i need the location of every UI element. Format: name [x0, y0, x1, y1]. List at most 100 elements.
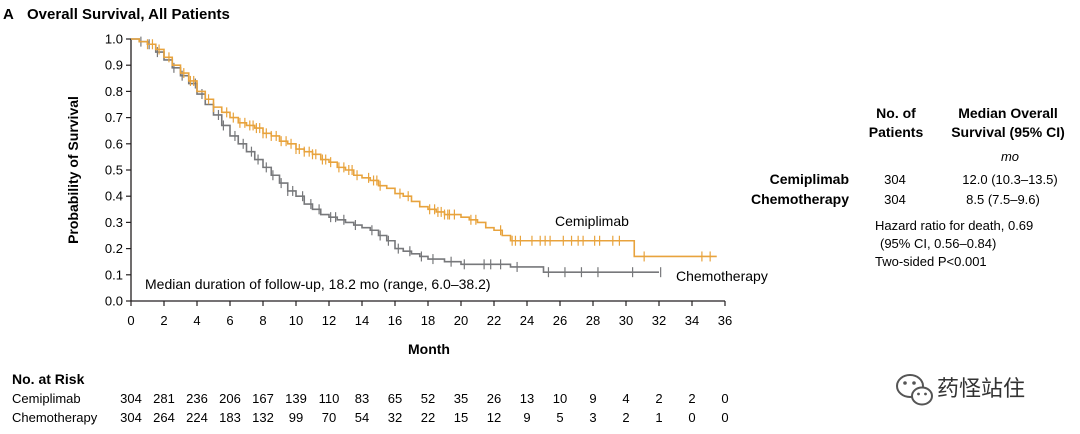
- x-tick-label: 16: [388, 313, 402, 328]
- follow-up-note: Median duration of follow-up, 18.2 mo (r…: [145, 276, 491, 292]
- summary-patients-cell: 304: [884, 192, 906, 207]
- risk-value: 35: [454, 391, 468, 406]
- y-tick-label: 0.8: [105, 84, 123, 99]
- risk-value: 5: [556, 410, 563, 425]
- y-tick-label: 0.6: [105, 136, 123, 151]
- summary-header-median-2: Survival (95% CI): [951, 124, 1065, 140]
- hazard-ci-line: (95% CI, 0.56–0.84): [880, 236, 996, 251]
- survival-curves: [131, 36, 717, 278]
- y-tick-label: 0.9: [105, 58, 123, 73]
- risk-value: 15: [454, 410, 468, 425]
- curve-cemiplimab: [131, 38, 717, 258]
- risk-value: 236: [186, 391, 208, 406]
- risk-value: 9: [523, 410, 530, 425]
- x-tick-label: 4: [193, 313, 200, 328]
- risk-value: 9: [589, 391, 596, 406]
- risk-value: 0: [721, 391, 728, 406]
- x-tick-label: 26: [553, 313, 567, 328]
- x-tick-label: 22: [487, 313, 501, 328]
- risk-value: 12: [487, 410, 501, 425]
- chart-title: Overall Survival, All Patients: [27, 6, 230, 23]
- risk-table-title: No. at Risk: [12, 371, 85, 387]
- x-tick-label: 6: [226, 313, 233, 328]
- risk-value: 83: [355, 391, 369, 406]
- panel-label: A: [3, 6, 14, 23]
- risk-value: 70: [322, 410, 336, 425]
- y-tick-label: 0.0: [105, 294, 123, 309]
- risk-value: 167: [252, 391, 274, 406]
- risk-value: 0: [721, 410, 728, 425]
- y-tick-label: 0.7: [105, 110, 123, 125]
- x-tick-label: 12: [322, 313, 336, 328]
- risk-value: 32: [388, 410, 402, 425]
- risk-value: 52: [421, 391, 435, 406]
- risk-value: 281: [153, 391, 175, 406]
- x-tick-label: 10: [289, 313, 303, 328]
- y-tick-label: 0.2: [105, 241, 123, 256]
- x-tick-label: 18: [421, 313, 435, 328]
- hazard-ratio-line: Hazard ratio for death, 0.69: [875, 218, 1033, 233]
- summary-header-patients-2: Patients: [869, 124, 924, 140]
- risk-value: 110: [319, 391, 340, 406]
- x-tick-label: 8: [259, 313, 266, 328]
- x-axis-title: Month: [408, 341, 450, 357]
- y-tick-label: 0.4: [105, 189, 123, 204]
- risk-value: 183: [219, 410, 241, 425]
- summary-row-label: Chemotherapy: [751, 191, 849, 207]
- x-tick-label: 24: [520, 313, 534, 328]
- risk-value: 264: [153, 410, 175, 425]
- risk-table: No. at Risk Cemiplimab Chemotherapy 304 2…: [12, 371, 729, 425]
- y-tick-label: 0.1: [105, 267, 123, 282]
- risk-row-label-cemiplimab: Cemiplimab: [12, 391, 81, 406]
- risk-value: 206: [219, 391, 241, 406]
- risk-value: 65: [388, 391, 402, 406]
- summary-table: No. of Patients Median Overall Survival …: [751, 105, 1065, 269]
- summary-patients-cell: 304: [884, 172, 906, 187]
- x-axis: 0 2 4 6 8 10 12 14 16 18 20 22 24 26 28 30 32 34 36: [127, 300, 732, 328]
- risk-value: 132: [252, 410, 274, 425]
- summary-row-label: Cemiplimab: [770, 171, 849, 187]
- risk-value: 304: [120, 410, 142, 425]
- x-tick-label: 30: [619, 313, 633, 328]
- risk-value: 26: [487, 391, 501, 406]
- risk-row-label-chemotherapy: Chemotherapy: [12, 410, 98, 425]
- series-label-chemotherapy: Chemotherapy: [676, 268, 768, 284]
- risk-value: 139: [285, 391, 307, 406]
- watermark: 药怪站住: [896, 374, 1025, 406]
- risk-value: 1: [655, 410, 662, 425]
- x-tick-label: 20: [454, 313, 468, 328]
- risk-value: 10: [553, 391, 567, 406]
- y-tick-label: 1.0: [105, 32, 123, 47]
- summary-median-cell: 12.0 (10.3–13.5): [962, 172, 1057, 187]
- x-tick-label: 14: [355, 313, 369, 328]
- x-tick-label: 34: [685, 313, 699, 328]
- y-axis: 0.0 0.1 0.2 0.3 0.4 0.5 0.6 0.7 0.8 0.9 1.0: [105, 32, 132, 309]
- wechat-icon: [896, 374, 933, 406]
- x-tick-label: 0: [127, 313, 134, 328]
- curve-chemotherapy: [131, 38, 659, 273]
- risk-value: 2: [688, 391, 695, 406]
- risk-value: 4: [622, 391, 629, 406]
- risk-value: 99: [289, 410, 303, 425]
- x-tick-label: 36: [718, 313, 732, 328]
- summary-median-cell: 8.5 (7.5–9.6): [966, 192, 1040, 207]
- risk-value: 2: [622, 410, 629, 425]
- x-tick-label: 32: [652, 313, 666, 328]
- y-axis-title: Probability of Survival: [65, 96, 81, 244]
- p-value-line: Two-sided P<0.001: [875, 254, 987, 269]
- risk-value: 3: [589, 410, 596, 425]
- watermark-text: 药怪站住: [937, 376, 1025, 401]
- y-tick-label: 0.3: [105, 215, 123, 230]
- y-tick-label: 0.5: [105, 163, 123, 178]
- summary-header-patients-1: No. of: [876, 105, 916, 121]
- risk-value: 13: [520, 391, 534, 406]
- x-tick-label: 2: [160, 313, 167, 328]
- risk-value: 224: [186, 410, 208, 425]
- summary-unit: mo: [1001, 149, 1019, 164]
- risk-value: 22: [421, 410, 435, 425]
- risk-value: 304: [120, 391, 142, 406]
- risk-value: 0: [688, 410, 695, 425]
- x-tick-label: 28: [586, 313, 600, 328]
- risk-value: 54: [355, 410, 369, 425]
